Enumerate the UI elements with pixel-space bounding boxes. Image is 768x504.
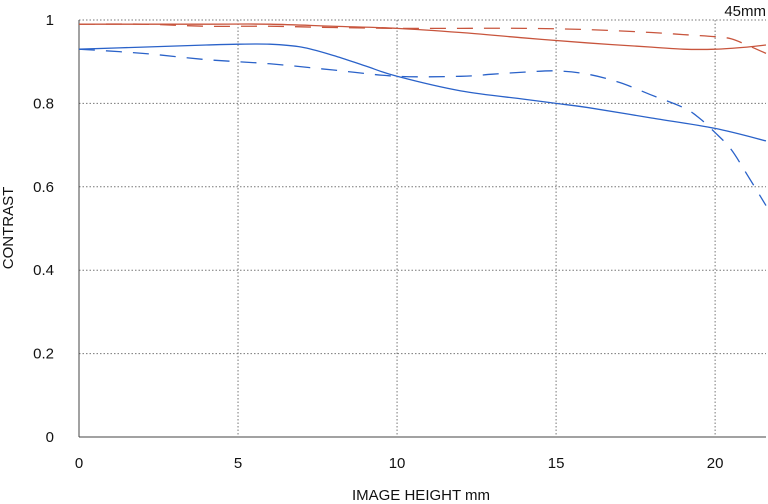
series-line-blue-solid	[78, 43, 767, 142]
grid-lines	[79, 19, 766, 437]
y-tick-label: 0	[46, 429, 54, 446]
x-tick-label: 5	[234, 455, 242, 472]
series-lines	[78, 23, 767, 206]
y-tick-label: 0.2	[33, 346, 54, 363]
x-tick-label: 10	[389, 455, 406, 472]
x-tick-label: 15	[548, 455, 565, 472]
y-tick-label: 0.8	[33, 95, 54, 112]
tick-labels: 00.20.40.60.810 5 10 15 20	[33, 12, 723, 472]
axes	[78, 20, 766, 438]
x-tick-label: 20	[707, 455, 724, 472]
y-axis-title: CONTRAST	[0, 187, 17, 270]
chart-title: 45mm	[724, 3, 766, 20]
series-line-blue-dashed	[78, 48, 767, 206]
y-tick-label: 0.6	[33, 179, 54, 196]
y-tick-label: 1	[46, 12, 54, 29]
series-line-red-solid	[79, 23, 767, 51]
x-axis-title: IMAGE HEIGHT mm	[352, 487, 490, 504]
series-line-red-dashed	[78, 23, 767, 54]
y-tick-label: 0.4	[33, 262, 54, 279]
x-tick-label: 0	[75, 455, 83, 472]
